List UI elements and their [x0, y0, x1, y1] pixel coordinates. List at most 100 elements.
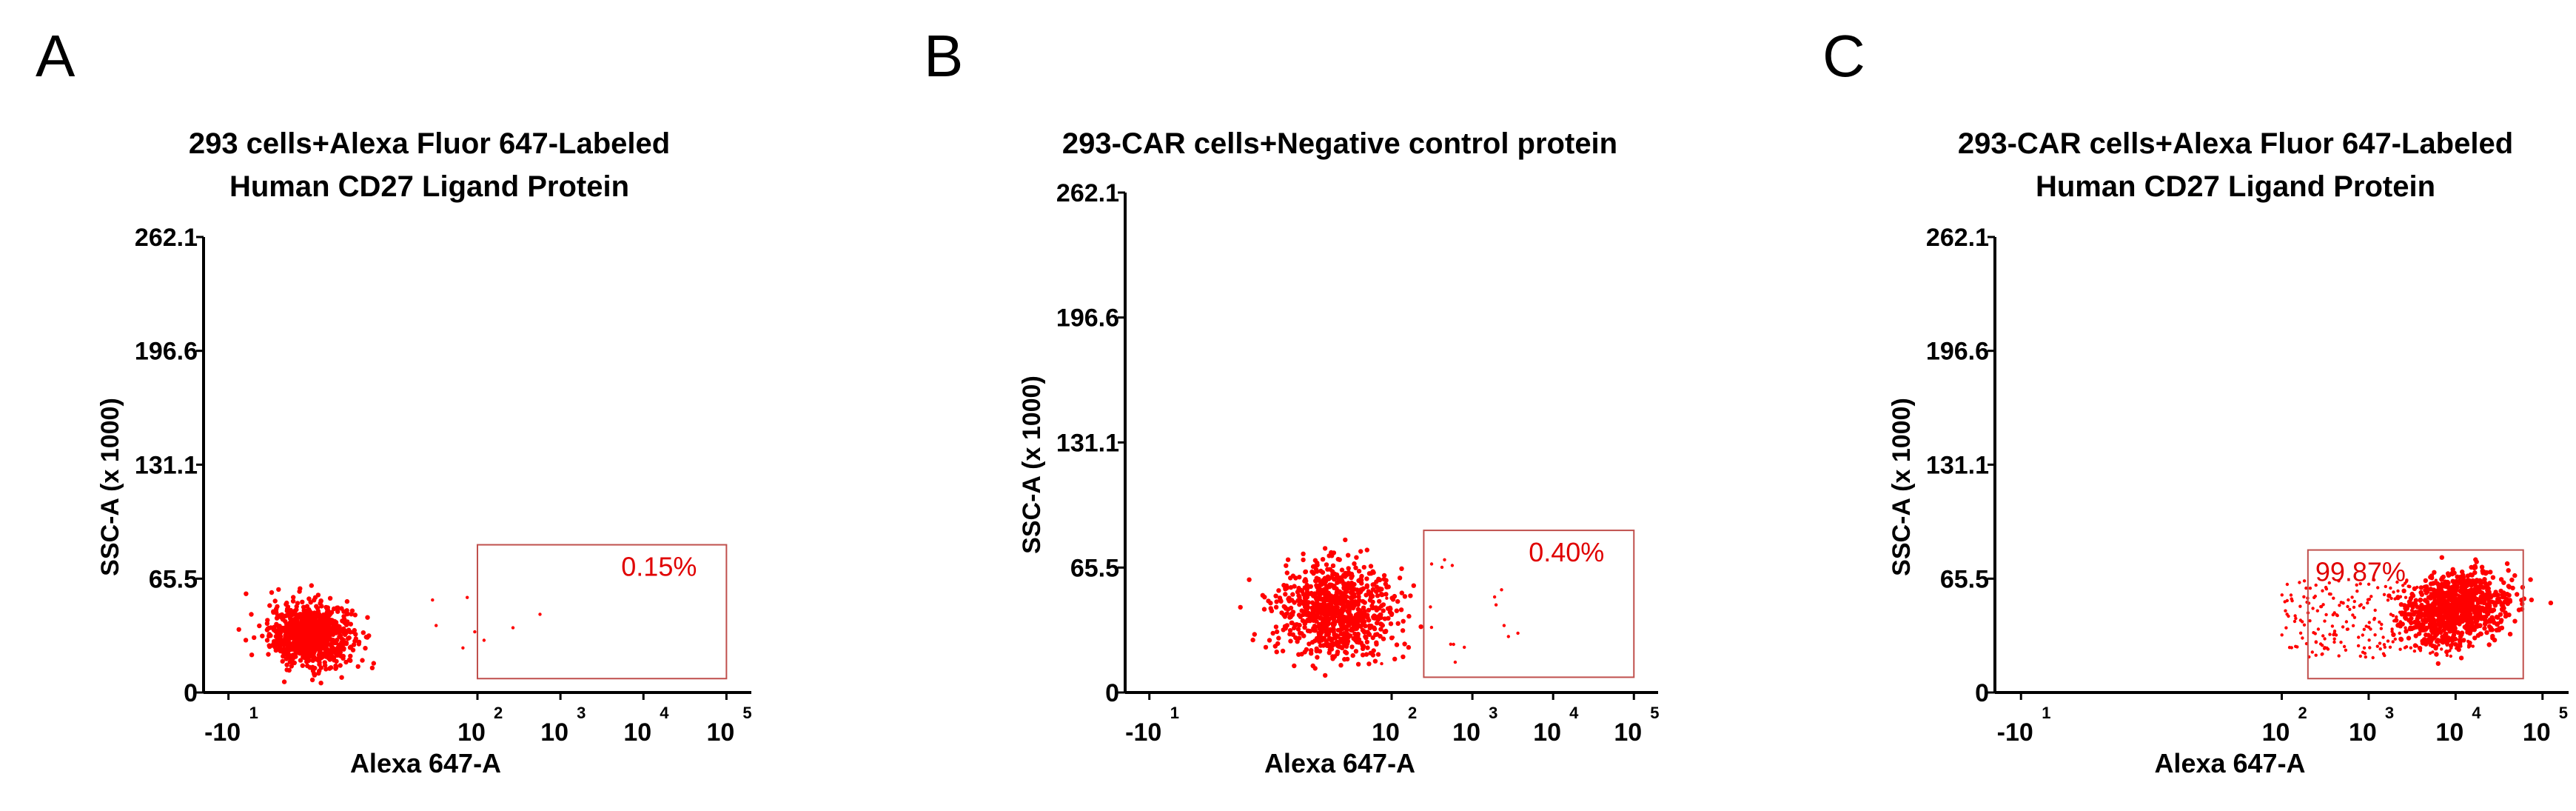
data-point: [348, 658, 353, 664]
data-point: [1381, 636, 1386, 641]
data-point: [2364, 624, 2368, 628]
data-point: [1322, 546, 1328, 551]
data-point: [1360, 598, 1366, 604]
data-point: [1381, 608, 1386, 613]
data-point: [2410, 609, 2415, 613]
data-point: [298, 658, 303, 663]
data-point: [2335, 613, 2338, 617]
data-point: [1401, 618, 1406, 624]
data-point: [1267, 638, 1272, 643]
data-point: [1292, 622, 1298, 627]
data-point: [2506, 613, 2512, 618]
data-point: [2383, 645, 2387, 649]
data-point: [301, 608, 307, 613]
data-point: [2344, 620, 2349, 624]
data-point: [1366, 623, 1372, 629]
data-point: [1341, 624, 1346, 630]
data-point: [2327, 581, 2331, 585]
scatter-plot: 0.40% 0 65.5 131.1 196.6 262.1 -10 1 10 2 10 3 10 4 10…: [1018, 179, 1660, 778]
data-point: [1378, 586, 1382, 590]
data-point: [2404, 609, 2407, 613]
data-point: [2324, 587, 2329, 591]
chart-title-line: Human CD27 Ligand Protein: [229, 170, 630, 203]
data-point: [2338, 604, 2341, 607]
data-point: [1353, 565, 1358, 570]
data-point: [2451, 581, 2455, 584]
data-point: [2472, 564, 2478, 570]
data-point: [2480, 607, 2485, 613]
data-point: [2280, 633, 2284, 637]
data-point: [1370, 593, 1375, 599]
data-point: [290, 644, 295, 650]
data-point: [284, 600, 289, 606]
panel-c: C 293-CAR cells+Alexa Fluor 647-Labeled …: [1806, 0, 2576, 811]
data-point: [2404, 629, 2409, 634]
data-point: [1381, 573, 1387, 578]
data-point: [300, 638, 305, 644]
data-point: [2301, 620, 2304, 624]
data-point: [1339, 567, 1345, 573]
data-point: [1323, 673, 1328, 678]
data-point: [1395, 621, 1401, 626]
data-point: [2352, 615, 2357, 619]
data-point: [2453, 609, 2458, 613]
data-points: [1238, 537, 1520, 678]
data-point: [2389, 586, 2392, 590]
x-tick-label: 10: [1533, 718, 1561, 747]
data-point: [310, 614, 315, 619]
data-point: [2424, 584, 2427, 588]
data-point: [314, 604, 319, 609]
data-point: [461, 646, 465, 650]
data-point: [2347, 598, 2350, 602]
data-point: [2398, 647, 2402, 651]
data-point: [1383, 581, 1388, 587]
data-point: [2473, 557, 2478, 562]
data-point: [2435, 661, 2441, 667]
data-point: [2375, 644, 2379, 648]
x-tick-label: 10: [2349, 718, 2377, 747]
x-tick-label: 10: [2523, 718, 2551, 747]
data-point: [1287, 631, 1292, 637]
data-point: [2449, 654, 2452, 658]
data-point: [1380, 661, 1383, 666]
x-tick-label: -10: [204, 718, 241, 747]
data-point: [2487, 606, 2492, 611]
data-point: [2332, 640, 2336, 644]
data-point: [1346, 605, 1352, 610]
data-point: [2302, 623, 2307, 627]
data-point: [280, 658, 285, 664]
data-point: [1302, 625, 1307, 630]
data-point: [291, 595, 296, 600]
data-point: [2447, 603, 2453, 608]
data-point: [1334, 633, 1339, 638]
data-point: [2482, 626, 2487, 631]
data-point: [2298, 581, 2301, 584]
data-point: [2488, 570, 2493, 575]
data-point: [321, 652, 326, 658]
data-point: [281, 679, 287, 684]
data-point: [2459, 644, 2463, 648]
data-point: [302, 653, 307, 658]
data-point: [276, 635, 281, 640]
data-point: [2357, 635, 2361, 639]
data-point: [1358, 587, 1364, 593]
data-point: [2506, 593, 2512, 598]
data-point: [2369, 595, 2373, 598]
data-point: [2446, 638, 2449, 642]
data-point: [2435, 645, 2438, 649]
data-point: [304, 659, 309, 664]
data-point: [2505, 601, 2510, 607]
data-point: [2406, 602, 2412, 608]
gate-percentage-label: 0.15%: [621, 552, 697, 582]
data-point: [1355, 661, 1361, 667]
data-point: [1429, 562, 1434, 566]
data-point: [2280, 593, 2284, 597]
data-point: [349, 612, 354, 617]
data-point: [1277, 595, 1283, 601]
data-point: [1378, 627, 1383, 632]
data-point: [2404, 595, 2408, 599]
data-point: [2480, 598, 2485, 604]
data-point: [1295, 590, 1301, 595]
data-point: [312, 647, 318, 653]
data-point: [2378, 647, 2382, 651]
